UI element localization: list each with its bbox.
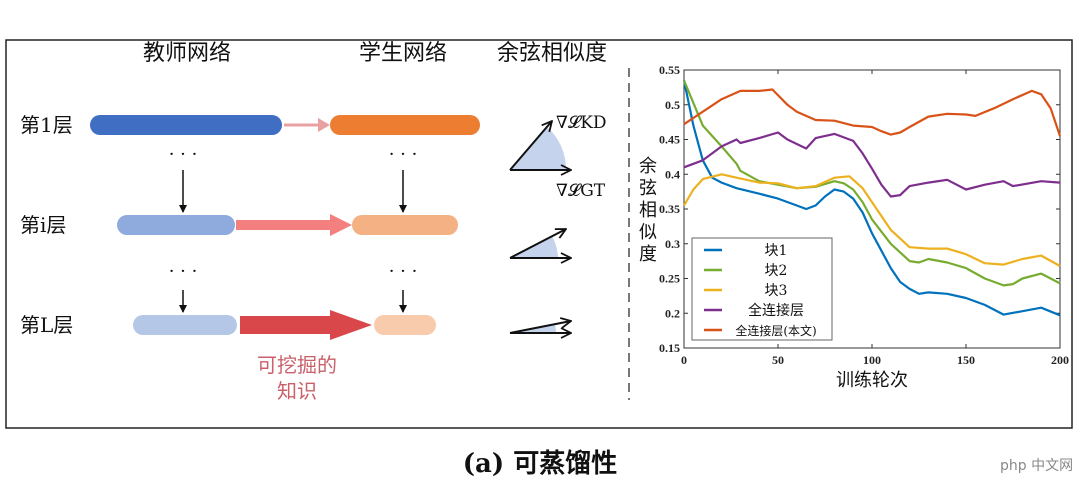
row-label-i: 第i层 [20, 213, 66, 237]
y-axis-label-char: 余 [639, 156, 657, 177]
teacher-dots-bottom: · · · [169, 261, 198, 282]
x-tick-label: 150 [957, 353, 975, 367]
y-axis-label-char: 弦 [639, 178, 657, 199]
y-tick-label: 0.3 [665, 237, 680, 251]
cosine-similarity-chart: 0 50 100 150 200 0.15 0.2 0.25 0.3 0.35 0.4 0.45 0.5… [639, 63, 1069, 391]
row-label-1: 第1层 [20, 113, 73, 137]
transfer-arrow-L [240, 310, 372, 340]
x-tick-label: 0 [681, 353, 687, 367]
series-line-4 [683, 131, 1061, 198]
watermark: php 中文网 [1000, 458, 1073, 474]
legend-label-1: 块1 [765, 243, 788, 259]
x-axis-label: 训练轮次 [836, 370, 908, 391]
y-tick-label: 0.25 [659, 272, 680, 286]
y-axis-label-char: 度 [639, 244, 657, 265]
row-label-L: 第L层 [20, 313, 73, 337]
grad-kd-label: ∇𝓛KD [556, 113, 607, 133]
teacher-layer-1 [90, 115, 282, 135]
x-tick-label: 200 [1051, 353, 1069, 367]
series-line-2 [682, 79, 1061, 287]
y-tick-label: 0.55 [659, 63, 680, 77]
teacher-layer-i [117, 215, 235, 235]
legend-label-4: 全连接层 [748, 302, 804, 319]
legend-label-2: 块2 [765, 263, 788, 279]
legend-label-3: 块3 [765, 283, 788, 299]
cosine-header: 余弦相似度 [497, 41, 607, 66]
series-line-3 [683, 173, 1061, 267]
figure-caption: (a) 可蒸馏性 [463, 449, 618, 479]
x-tick-label: 100 [863, 353, 881, 367]
kd-gradient-arrow-1 [509, 121, 552, 171]
y-tick-label: 0.45 [659, 133, 680, 147]
student-layer-i [352, 215, 458, 235]
series-line-1 [682, 80, 1061, 317]
y-tick-label: 0.15 [659, 341, 680, 355]
figure-border [5, 39, 1073, 429]
y-tick-label: 0.5 [665, 98, 680, 112]
y-tick-label: 0.2 [665, 306, 680, 320]
y-axis-label-char: 相 [639, 200, 657, 221]
teacher-header: 教师网络 [143, 41, 231, 66]
transfer-arrowhead-1 [318, 118, 330, 132]
student-layer-L [374, 315, 436, 335]
legend-label-5: 全连接层(本文) [735, 323, 816, 338]
teacher-layer-L [133, 315, 237, 335]
y-tick-label: 0.4 [665, 167, 680, 181]
transfer-arrow-i [236, 214, 352, 236]
teacher-dots-top: · · · [169, 144, 198, 165]
grad-gt-label: ∇𝓛GT [556, 181, 606, 201]
y-tick-label: 0.35 [659, 202, 680, 216]
series-line-5 [683, 88, 1062, 137]
x-tick-label: 50 [772, 353, 784, 367]
kd-gradient-arrow-L [509, 321, 571, 334]
student-dots-top: · · · [389, 144, 418, 165]
knowledge-label-line1: 可挖掘的 [257, 353, 337, 377]
angle-fill-1 [510, 127, 567, 170]
student-layer-1 [330, 115, 480, 135]
student-header: 学生网络 [359, 41, 447, 66]
student-dots-bottom: · · · [389, 261, 418, 282]
y-axis-label-char: 似 [639, 222, 657, 243]
kd-gradient-arrow-i [509, 229, 566, 259]
knowledge-label-line2: 知识 [277, 379, 317, 403]
